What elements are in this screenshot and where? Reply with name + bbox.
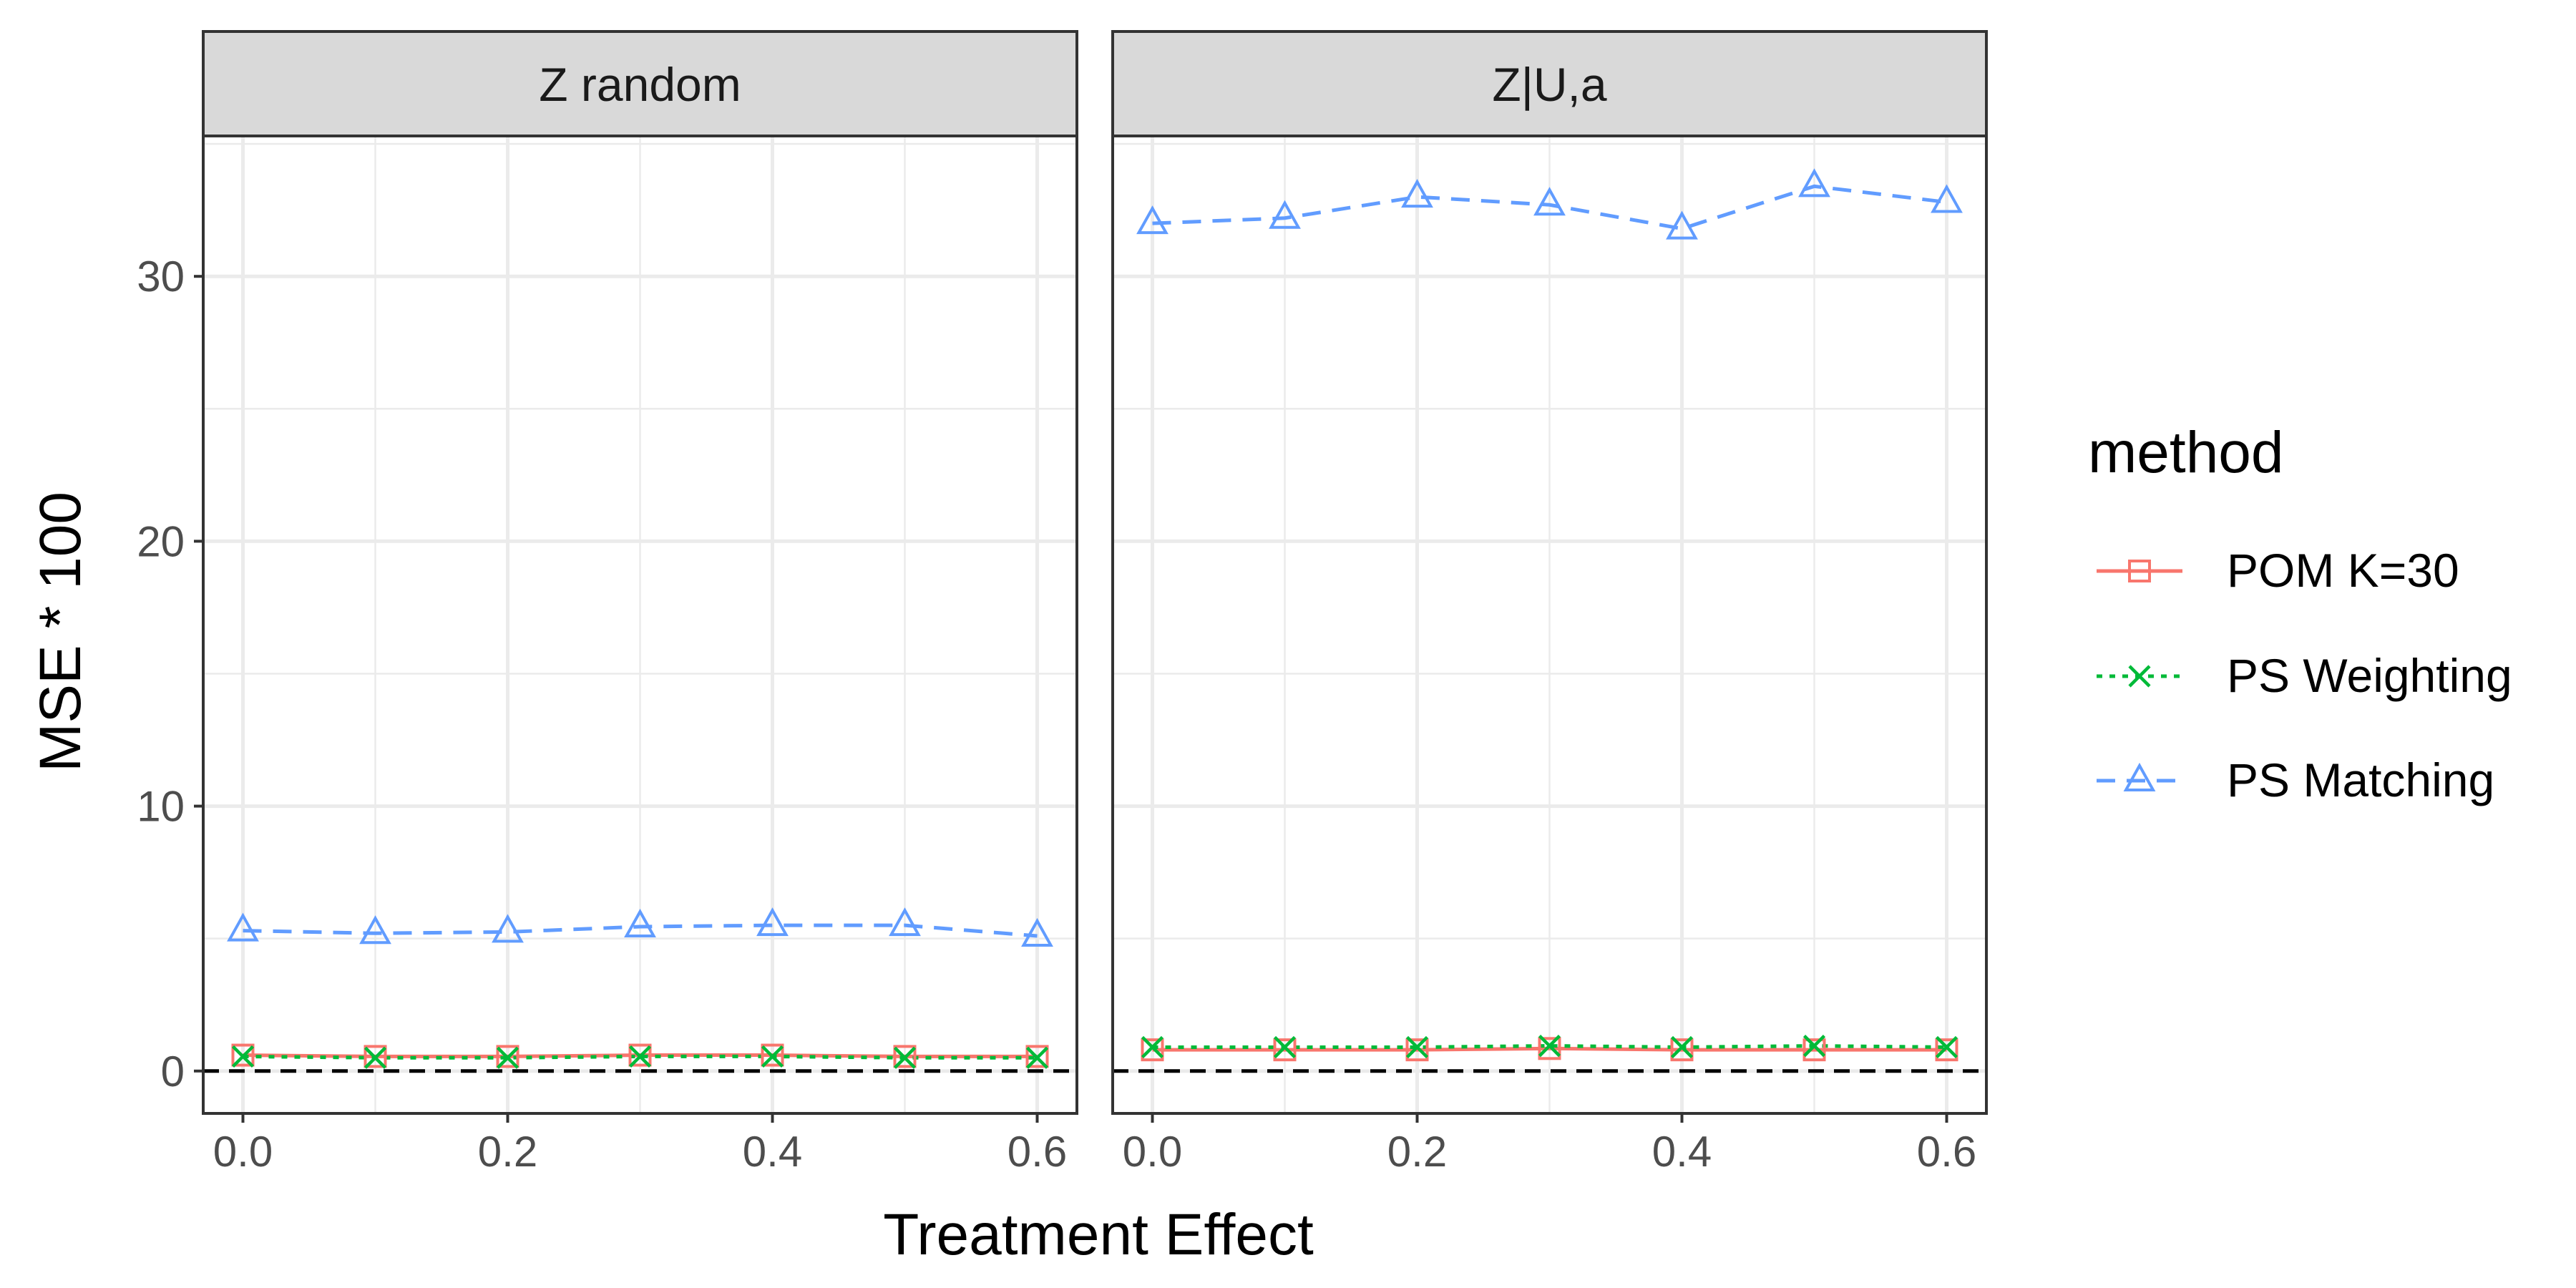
x-tick-label: 0.2: [478, 1128, 537, 1176]
legend-label-ps-matching: PS Matching: [2227, 753, 2494, 806]
data-point-ps-matching: [624, 908, 656, 938]
data-point-ps-matching: [1533, 187, 1566, 216]
data-point-ps-weighting: [231, 1045, 255, 1068]
facet-strip-label: Z random: [539, 58, 741, 111]
data-point-ps-matching: [889, 907, 921, 937]
data-point-pom-k-30: [1025, 1045, 1049, 1068]
y-tick-label: 30: [137, 253, 185, 301]
data-point-pom-k-30: [1935, 1038, 1958, 1062]
data-point-ps-matching: [1136, 205, 1169, 235]
data-point-pom-k-30: [1141, 1038, 1164, 1062]
y-tick-label: 20: [137, 517, 185, 565]
data-point-pom-k-30: [1802, 1038, 1826, 1062]
panel-border: [202, 135, 1078, 1115]
data-point-ps-weighting: [1273, 1035, 1297, 1059]
series-line-ps-matching: [243, 923, 1038, 938]
x-tick-label: 0.6: [1008, 1128, 1067, 1176]
data-point-pom-k-30: [231, 1043, 255, 1067]
legend-entries: POM K=30 PS Weighting PS Matching: [2097, 544, 2512, 806]
data-point-ps-weighting: [496, 1046, 519, 1069]
legend-label-ps-weighting: PS Weighting: [2227, 649, 2512, 702]
data-point-ps-weighting: [1405, 1035, 1429, 1059]
data-point-pom-k-30: [496, 1045, 519, 1068]
y-tick-label: 0: [161, 1048, 185, 1096]
y-axis-title: MSE * 100: [28, 492, 93, 772]
data-point-ps-matching: [1798, 168, 1830, 197]
data-point-ps-weighting: [1802, 1035, 1826, 1058]
data-point-pom-k-30: [628, 1043, 652, 1067]
facet-strip-label: Z|U,a: [1492, 58, 1606, 111]
panel-border: [1111, 135, 1988, 1115]
x-tick-label: 0.2: [1387, 1128, 1447, 1176]
x-tick-label: 0.4: [743, 1128, 802, 1176]
panel-2: Z|U,a 0.0 0.2 0.4 0.6: [1111, 30, 1988, 1176]
data-point-ps-weighting: [628, 1045, 652, 1068]
data-point-ps-matching: [756, 907, 789, 937]
legend-label-pom-k-30: POM K=30: [2227, 544, 2459, 597]
data-point-pom-k-30: [1405, 1038, 1429, 1062]
data-point-ps-matching: [1401, 179, 1433, 208]
legend-title: method: [2088, 420, 2284, 485]
y-tick-label: 10: [137, 783, 185, 831]
data-point-ps-matching: [1269, 200, 1301, 229]
data-point-ps-weighting: [761, 1045, 784, 1068]
data-point-ps-weighting: [1025, 1046, 1049, 1069]
data-point-pom-k-30: [1273, 1038, 1297, 1062]
data-point-ps-weighting: [893, 1046, 917, 1069]
data-point-ps-weighting: [1935, 1035, 1958, 1059]
legend-key-marker-pom-k-30: [2128, 560, 2151, 582]
data-point-pom-k-30: [893, 1045, 917, 1068]
x-tick-label: 0.6: [1917, 1128, 1976, 1176]
data-point-ps-weighting: [364, 1046, 387, 1069]
data-point-ps-matching: [1666, 210, 1698, 240]
data-point-ps-weighting: [1538, 1035, 1561, 1058]
data-point-pom-k-30: [1538, 1037, 1561, 1060]
legend-key-marker-ps-matching: [2123, 762, 2156, 791]
legend: method POM K=30 PS Weighting PS Matching: [2088, 420, 2512, 806]
x-tick-label: 0.0: [213, 1128, 273, 1176]
data-point-ps-matching: [492, 914, 524, 943]
data-point-ps-weighting: [1141, 1035, 1164, 1059]
data-point-ps-weighting: [1670, 1035, 1694, 1059]
data-point-ps-matching: [1931, 184, 1963, 213]
data-point-pom-k-30: [1670, 1038, 1694, 1062]
data-point-ps-matching: [227, 912, 259, 942]
legend-key-marker-ps-weighting: [2128, 665, 2151, 688]
series-line-ps-matching: [1152, 184, 1947, 231]
x-tick-label: 0.0: [1123, 1128, 1182, 1176]
facet-strip: [1111, 30, 1988, 137]
series-line-pom-k-30: [1152, 1046, 1947, 1052]
data-point-pom-k-30: [364, 1045, 387, 1068]
data-point-ps-matching: [359, 915, 391, 945]
x-axis-title: Treatment Effect: [883, 1202, 1314, 1267]
data-point-pom-k-30: [761, 1043, 784, 1067]
panels-layer: Z random 0.0 0.2 0.4 0.6 0 10 20 30 Z|U,a 0.0 0.2 0.…: [137, 30, 1988, 1176]
data-point-ps-matching: [1021, 917, 1053, 947]
x-tick-label: 0.4: [1652, 1128, 1712, 1176]
facet-strip: [202, 30, 1078, 137]
panel-1: Z random 0.0 0.2 0.4 0.6 0 10 20 30: [137, 30, 1078, 1176]
